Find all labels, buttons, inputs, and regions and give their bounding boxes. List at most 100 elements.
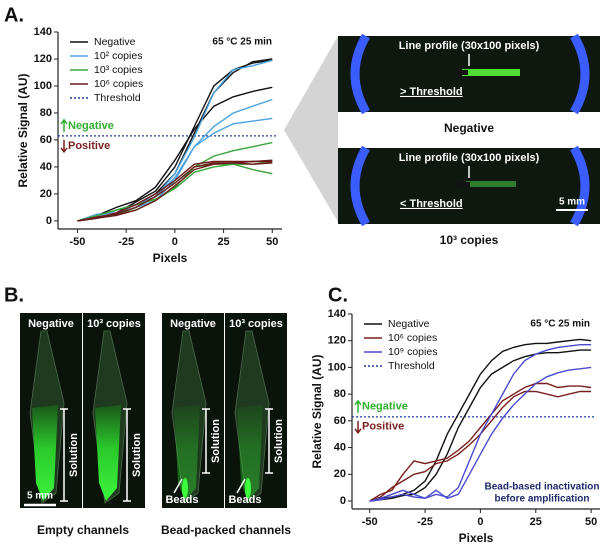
panel-label: C. — [328, 284, 348, 306]
y-tick-label: 80 — [40, 107, 52, 119]
x-tick-label: -25 — [118, 236, 134, 248]
series-line — [77, 141, 273, 222]
scale-label: 5 mm — [27, 491, 53, 502]
beads-glow — [182, 478, 188, 498]
arrow-up — [354, 399, 362, 413]
y-axis-title: Relative Signal (AU) — [16, 73, 30, 187]
solution-glow — [95, 405, 121, 501]
below-label: Positive — [68, 140, 110, 152]
y-tick-label: 140 — [34, 26, 52, 38]
images-b: Negative Solution 10³ copies Solution Negati… — [20, 313, 287, 508]
legend-label: Threshold — [388, 360, 435, 372]
x-tick-label: 0 — [477, 516, 483, 528]
y-axis-title: Relative Signal (AU) — [310, 354, 324, 468]
bracket — [265, 408, 273, 474]
legend-label: 10⁶ copies — [94, 78, 143, 90]
solution-label: Solution — [210, 419, 222, 463]
x-axis-title: Pixels — [459, 531, 494, 545]
x-tick-label: 25 — [530, 516, 542, 528]
bracket — [202, 408, 210, 474]
x-tick-label: 0 — [172, 236, 178, 248]
y-tick-label: 60 — [334, 415, 346, 427]
panel-label: B. — [4, 284, 24, 306]
x-tick-label: -25 — [417, 516, 433, 528]
legend-label: 10⁹ copies — [388, 346, 437, 358]
beads-glow — [245, 478, 251, 498]
note: Bead-based inactivation — [484, 482, 599, 493]
arrow — [173, 478, 183, 494]
threshold-label: > Threshold — [400, 86, 463, 98]
above-label: Negative — [68, 120, 114, 132]
legend-label: 10³ copies — [94, 64, 142, 76]
series-line — [369, 382, 592, 502]
series-line — [77, 159, 273, 222]
x-tick-label: -50 — [70, 236, 86, 248]
solution-glow — [32, 405, 58, 501]
series-line — [369, 338, 592, 502]
arrow-up — [60, 118, 68, 132]
series-line — [77, 59, 273, 222]
y-tick-label: 20 — [334, 468, 346, 480]
y-tick-label: 60 — [40, 134, 52, 146]
x-tick-label: 50 — [266, 236, 278, 248]
solution-glow — [174, 405, 200, 501]
condition: 65 °C 25 min — [212, 37, 272, 48]
zoom-wedge — [284, 36, 338, 222]
series-line — [77, 117, 273, 222]
image-label: Negative — [28, 318, 74, 330]
legend-label: 10⁶ copies — [388, 332, 437, 344]
y-tick-label: 100 — [328, 361, 346, 373]
image-negative: Line profile (30x100 pixels) > Threshold — [338, 33, 600, 115]
image-title: Line profile (30x100 pixels) — [399, 40, 540, 52]
series-line — [77, 86, 273, 222]
below-label: Positive — [362, 421, 404, 433]
y-tick-label: 80 — [334, 388, 346, 400]
solution-label: Solution — [131, 433, 143, 477]
y-tick-label: 40 — [40, 161, 52, 173]
y-tick-label: 0 — [46, 215, 52, 227]
y-tick-label: 120 — [34, 53, 52, 65]
image-caption: Empty channels — [37, 523, 129, 537]
beads-label: Beads — [165, 494, 198, 506]
image-positive: Line profile (30x100 pixels) < Threshold… — [338, 145, 600, 227]
solution-label: Solution — [68, 433, 80, 477]
series-line — [369, 344, 592, 502]
threshold-label: < Threshold — [400, 198, 463, 210]
panel-label: A. — [4, 4, 24, 26]
y-tick-label: 140 — [328, 308, 346, 320]
note: before amplification — [494, 494, 589, 505]
x-tick-label: 25 — [217, 236, 229, 248]
scale-label: 5 mm — [559, 197, 585, 208]
beads-label: Beads — [228, 494, 261, 506]
legend-label: Negative — [388, 318, 430, 330]
legend-label: Negative — [94, 36, 136, 48]
arrow-down — [60, 139, 68, 154]
image-label: 10³ copies — [229, 318, 283, 330]
x-tick-label: 50 — [585, 516, 597, 528]
y-tick-label: 0 — [340, 495, 346, 507]
legend-label: Threshold — [94, 92, 141, 104]
y-tick-label: 20 — [40, 188, 52, 200]
y-tick-label: 100 — [34, 80, 52, 92]
x-axis-title: Pixels — [153, 251, 188, 265]
image-caption: Bead-packed channels — [161, 523, 291, 537]
series-line — [77, 162, 273, 222]
solution-glow — [237, 405, 263, 501]
solution-label: Solution — [273, 419, 285, 463]
legend-label: 10² copies — [94, 50, 142, 62]
series-line — [77, 160, 273, 222]
bracket — [123, 408, 131, 502]
x-tick-label: -50 — [362, 516, 378, 528]
image-title: Line profile (30x100 pixels) — [399, 152, 540, 164]
image-label: 10³ copies — [87, 318, 141, 330]
arrow — [236, 478, 246, 494]
above-label: Negative — [362, 401, 408, 413]
bracket — [60, 408, 68, 502]
condition: 65 °C 25 min — [530, 319, 590, 330]
y-tick-label: 120 — [328, 335, 346, 347]
image-caption: 10³ copies — [440, 233, 499, 247]
image-caption: Negative — [444, 121, 494, 135]
y-tick-label: 40 — [334, 441, 346, 453]
arrow-down — [354, 420, 362, 435]
